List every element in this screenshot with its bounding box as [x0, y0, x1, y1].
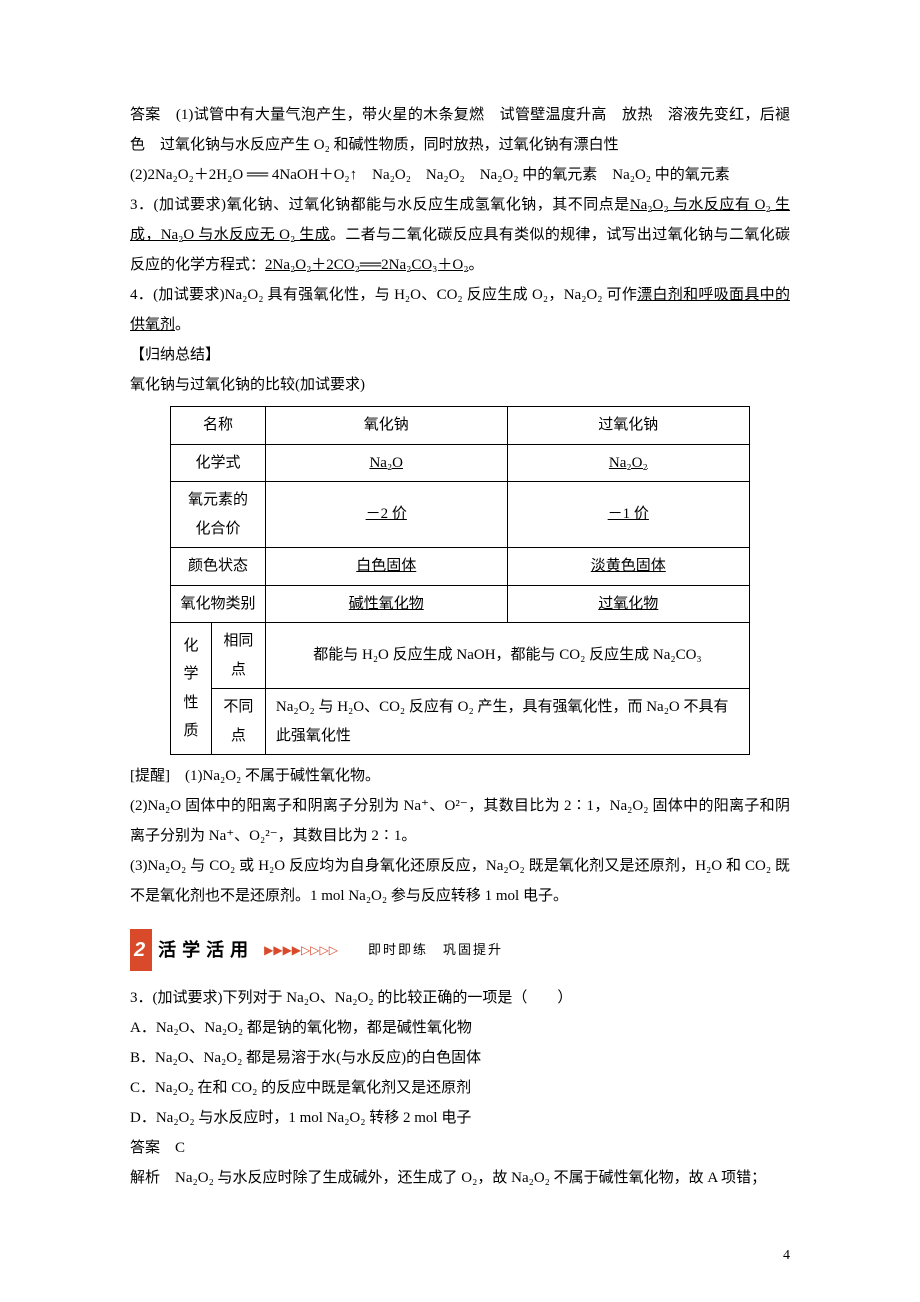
table-row: 氧元素的 化合价 －2 价 －1 价 [171, 482, 750, 548]
table-row: 化学 性质 相同点 都能与 H₂O 反应生成 NaOH，都能与 CO₂ 反应生成… [171, 623, 750, 689]
cell-val1: －2 价 [265, 482, 507, 548]
exercise-3-option-a: A．Na₂O、Na₂O₂ 都是钠的氧化物，都是碱性氧化物 [130, 1013, 790, 1043]
q4-end: 。 [175, 317, 190, 333]
badge-title: 活学活用 [158, 932, 254, 968]
reminder-3: (3)Na₂O₂ 与 CO₂ 或 H₂O 反应均为自身氧化还原反应，Na₂O₂ … [130, 851, 790, 911]
table-row: 名称 氧化钠 过氧化钠 [171, 407, 750, 445]
row-diff: 不同点 [211, 689, 265, 755]
th-na2o2: 过氧化钠 [507, 407, 749, 445]
table-row: 不同点 Na₂O₂ 与 H₂O、CO₂ 反应有 O₂ 产生，具有强氧化性，而 N… [171, 689, 750, 755]
table-row: 化学式 Na₂O Na₂O₂ [171, 444, 750, 482]
badge-subtitle: 即时即练 巩固提升 [368, 937, 503, 963]
exercise-3-answer: 答案 C [130, 1133, 790, 1163]
answer-label: 答案 [130, 107, 161, 123]
question-4: 4．(加试要求)Na₂O₂ 具有强氧化性，与 H₂O、CO₂ 反应生成 O₂，N… [130, 280, 790, 340]
q4-pre: 4．(加试要求)Na₂O₂ 具有强氧化性，与 H₂O、CO₂ 反应生成 O₂，N… [130, 287, 637, 303]
table-row: 氧化物类别 碱性氧化物 过氧化物 [171, 585, 750, 623]
remind-label: [提醒] [130, 768, 170, 784]
comparison-table: 名称 氧化钠 过氧化钠 化学式 Na₂O Na₂O₂ 氧元素的 化合价 －2 价… [170, 406, 750, 755]
exercise-3-option-b: B．Na₂O、Na₂O₂ 都是易溶于水(与水反应)的白色固体 [130, 1043, 790, 1073]
ex3-exp-label: 解析 [130, 1170, 160, 1186]
th-name: 名称 [171, 407, 266, 445]
cell-na2o2-formula: Na₂O₂ [507, 444, 749, 482]
reminder-2: (2)Na₂O 固体中的阳离子和阴离子分别为 Na⁺、O²⁻，其数目比为 2∶1… [130, 791, 790, 851]
cell-same: 都能与 H₂O 反应生成 NaOH，都能与 CO₂ 反应生成 Na₂CO₃ [265, 623, 749, 689]
arrow-icon: ▶▶▶▶▷▷▷▷ [264, 938, 338, 962]
exercise-3-explanation: 解析 Na₂O₂ 与水反应时除了生成碱外，还生成了 O₂，故 Na₂O₂ 不属于… [130, 1163, 790, 1193]
answer-equation: (2)2Na₂O₂＋2H₂O ══ 4NaOH＋O₂↑ Na₂O₂ Na₂O₂ … [130, 160, 790, 190]
ex3-exp-text: Na₂O₂ 与水反应时除了生成碱外，还生成了 O₂，故 Na₂O₂ 不属于碱性氧… [160, 1170, 766, 1186]
row-chem: 化学 性质 [171, 623, 212, 755]
answer-text: (1)试管中有大量气泡产生，带火星的木条复燃 试管壁温度升高 放热 溶液先变红，… [130, 107, 790, 153]
page-number: 4 [783, 1242, 790, 1270]
answer-block: 答案 (1)试管中有大量气泡产生，带火星的木条复燃 试管壁温度升高 放热 溶液先… [130, 100, 790, 160]
q3-end: 。 [468, 257, 483, 273]
cell-val2: －1 价 [507, 482, 749, 548]
cell-state1: 白色固体 [265, 548, 507, 586]
row-state: 颜色状态 [171, 548, 266, 586]
row-valence: 氧元素的 化合价 [171, 482, 266, 548]
cell-type1: 碱性氧化物 [265, 585, 507, 623]
ex3-ans-value: C [160, 1140, 185, 1156]
summary-heading: 【归纳总结】 [130, 340, 790, 370]
cell-na2o-formula: Na₂O [265, 444, 507, 482]
table-row: 颜色状态 白色固体 淡黄色固体 [171, 548, 750, 586]
exercise-3-option-c: C．Na₂O₂ 在和 CO₂ 的反应中既是氧化剂又是还原剂 [130, 1073, 790, 1103]
reminder-1: [提醒] (1)Na₂O₂ 不属于碱性氧化物。 [130, 761, 790, 791]
q3-pre: 3．(加试要求)氧化钠、过氧化钠都能与水反应生成氢氧化钠，其不同点是 [130, 197, 630, 213]
question-3: 3．(加试要求)氧化钠、过氧化钠都能与水反应生成氢氧化钠，其不同点是Na₂O₂ … [130, 190, 790, 280]
summary-subheading: 氧化钠与过氧化钠的比较(加试要求) [130, 370, 790, 400]
exercise-3-option-d: D．Na₂O₂ 与水反应时，1 mol Na₂O₂ 转移 2 mol 电子 [130, 1103, 790, 1133]
exercise-3-question: 3．(加试要求)下列对于 Na₂O、Na₂O₂ 的比较正确的一项是（ ） [130, 983, 790, 1013]
remind1-text: (1)Na₂O₂ 不属于碱性氧化物。 [170, 768, 380, 784]
section-badge: 2 活学活用 ▶▶▶▶▷▷▷▷ 即时即练 巩固提升 [130, 929, 503, 971]
cell-type2: 过氧化物 [507, 585, 749, 623]
cell-diff: Na₂O₂ 与 H₂O、CO₂ 反应有 O₂ 产生，具有强氧化性，而 Na₂O … [265, 689, 749, 755]
badge-number: 2 [130, 929, 152, 971]
row-same: 相同点 [211, 623, 265, 689]
row-formula: 化学式 [171, 444, 266, 482]
th-na2o: 氧化钠 [265, 407, 507, 445]
cell-state2: 淡黄色固体 [507, 548, 749, 586]
ex3-ans-label: 答案 [130, 1140, 160, 1156]
q3-equation: 2Na₂O₂＋2CO₂══2Na₂CO₃＋O₂ [265, 257, 468, 273]
row-type: 氧化物类别 [171, 585, 266, 623]
